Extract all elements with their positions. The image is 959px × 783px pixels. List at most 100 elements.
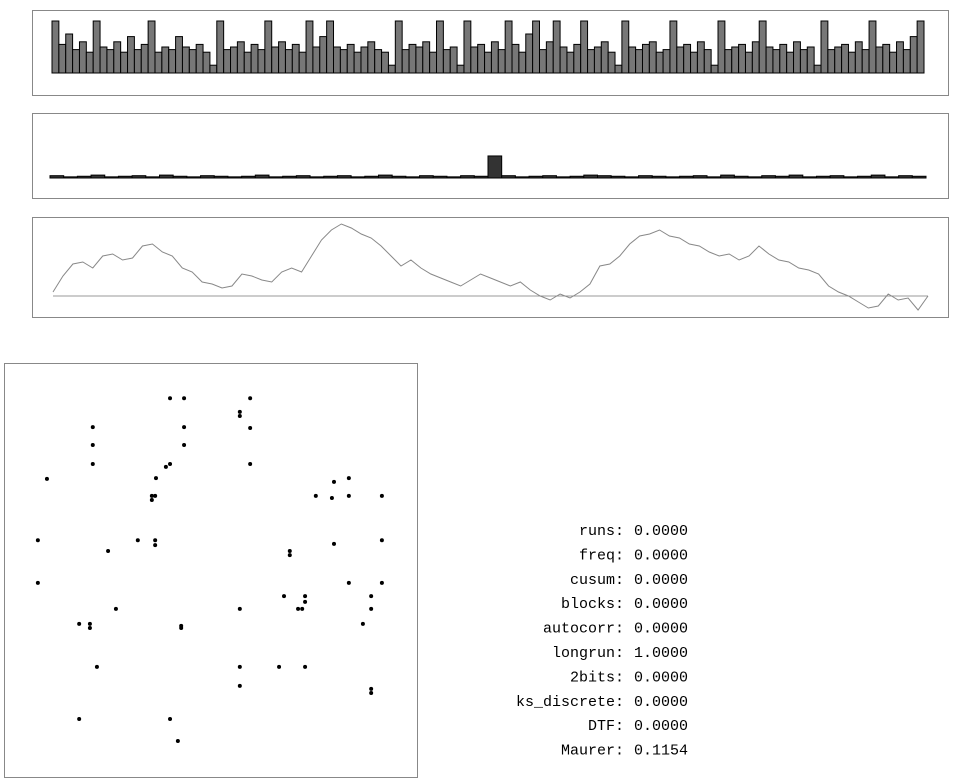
bar (744, 51, 753, 74)
scatter-point (287, 548, 292, 553)
scatter-point (369, 686, 374, 691)
bar (200, 175, 215, 179)
bar (92, 20, 101, 74)
scatter-point (379, 580, 384, 585)
bar (429, 51, 438, 74)
bar (511, 43, 520, 74)
scatter-point (329, 495, 334, 500)
stat-value: 1.0000 (634, 645, 688, 662)
bar (911, 175, 927, 179)
bar (63, 176, 78, 179)
scatter-point (237, 664, 242, 669)
bar (816, 175, 831, 179)
bar (738, 43, 746, 74)
bar (323, 175, 338, 179)
bar (305, 20, 314, 74)
bar (802, 176, 817, 179)
bar (378, 174, 393, 179)
scatter-point (168, 396, 173, 401)
scatter-point (287, 553, 292, 558)
stat-label: cusum: (570, 572, 624, 589)
bar (676, 46, 685, 74)
scatter-point (346, 580, 351, 585)
bar (181, 46, 190, 74)
bar (188, 49, 197, 74)
bar (884, 176, 900, 179)
bar (621, 20, 630, 74)
bar (449, 46, 458, 74)
bar (600, 41, 609, 74)
bar (641, 43, 650, 74)
stat-value: 0.0000 (634, 596, 688, 613)
bar (230, 46, 238, 74)
scatter-point (77, 621, 82, 626)
bar (847, 51, 856, 74)
bar (333, 46, 341, 74)
stat-label: ks_discrete: (516, 694, 624, 711)
bar (827, 49, 836, 74)
bar (628, 46, 637, 74)
bar (195, 43, 204, 74)
stat-label: autocorr: (543, 621, 624, 638)
bar (243, 51, 252, 74)
bar (394, 20, 403, 74)
scatter-point (369, 690, 374, 695)
bar (254, 174, 270, 179)
bar (250, 43, 259, 74)
bar (422, 41, 431, 74)
scatter-point (331, 541, 336, 546)
bar (415, 46, 424, 74)
bar (223, 49, 232, 74)
bar (391, 175, 407, 179)
bar (683, 43, 692, 74)
bar (504, 20, 513, 74)
bar (610, 175, 626, 179)
bar (172, 175, 188, 179)
bar (799, 49, 808, 74)
chart-frame (4, 363, 418, 778)
bar (793, 41, 801, 74)
bar (593, 46, 602, 74)
bar (898, 175, 913, 179)
bar (374, 49, 383, 74)
bar (607, 51, 616, 74)
bar (843, 176, 859, 179)
bar (353, 51, 362, 74)
bar (747, 176, 763, 179)
scatter-point (303, 599, 308, 604)
bar (861, 49, 870, 74)
bar (679, 175, 694, 179)
bar (131, 175, 147, 179)
bar (696, 41, 705, 74)
bar (309, 176, 325, 179)
bar (538, 49, 547, 74)
scatter-point (87, 621, 92, 626)
bar (58, 43, 67, 74)
bar (154, 51, 163, 74)
scatter-point (90, 462, 95, 467)
scatter-point (369, 594, 374, 599)
bar (213, 175, 229, 179)
scatter-point (237, 606, 242, 611)
bar (463, 20, 472, 74)
bar (875, 46, 884, 74)
bar (669, 20, 678, 74)
bar (271, 46, 280, 74)
bar (569, 175, 585, 179)
scatter-point (163, 464, 168, 469)
stat-value: 0.0000 (634, 718, 688, 735)
bar (813, 64, 822, 74)
scatter-point (331, 479, 336, 484)
bar (127, 36, 135, 74)
stat-label: freq: (579, 547, 624, 564)
stat-value: 0.0000 (634, 547, 688, 564)
bar (580, 20, 589, 74)
scatter-point (182, 442, 187, 447)
bar (257, 49, 266, 74)
bar (85, 51, 94, 74)
bar (555, 176, 571, 179)
bar (78, 41, 87, 74)
scatter-point (149, 493, 154, 498)
scatter-point (346, 493, 351, 498)
bar (106, 49, 115, 74)
